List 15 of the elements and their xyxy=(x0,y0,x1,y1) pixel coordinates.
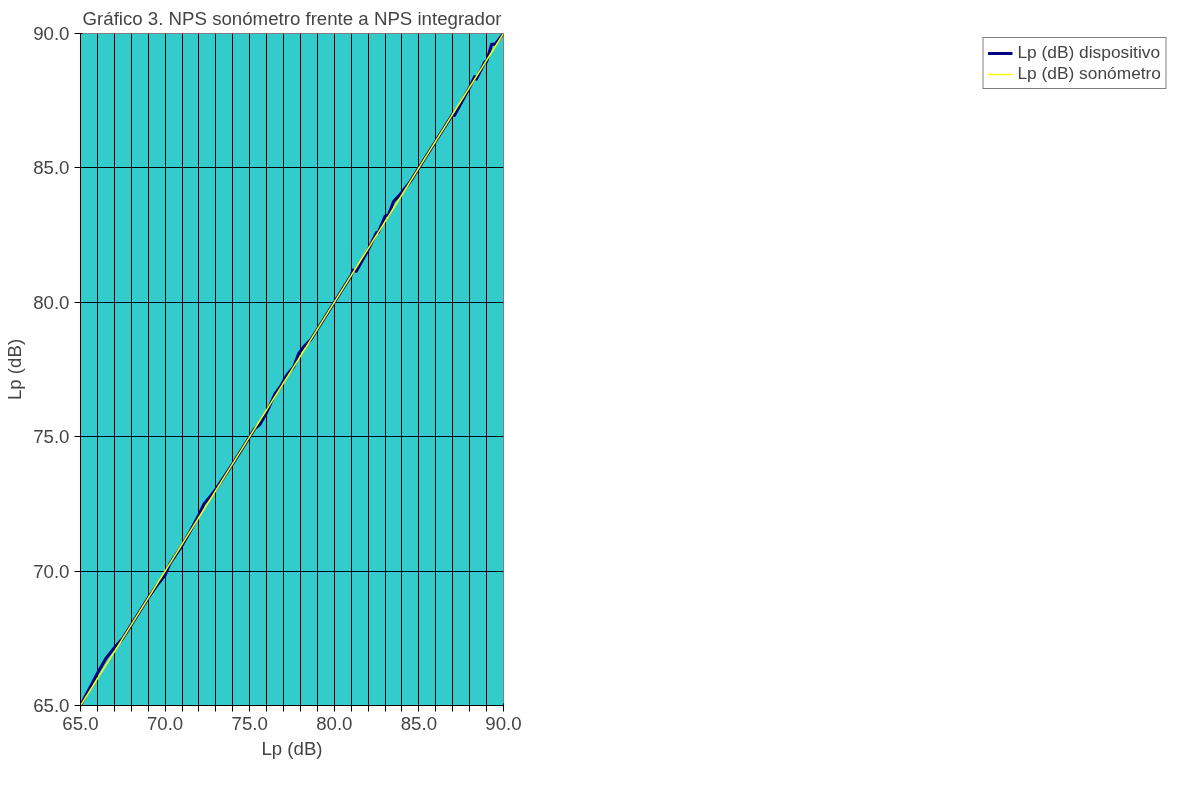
chart-title: Gráfico 3. NPS sonómetro frente a NPS integrador xyxy=(82,7,502,29)
x-tick-label: 75.0 xyxy=(231,712,268,734)
legend-label: Lp (dB) sonómetro xyxy=(1017,63,1161,84)
y-tick-label: 80.0 xyxy=(33,291,70,313)
x-tick-label: 70.0 xyxy=(146,712,184,734)
x-tick-label: 85.0 xyxy=(400,712,438,734)
x-tick-label: 90.0 xyxy=(485,712,522,734)
y-tick-label: 70.0 xyxy=(33,560,70,582)
y-tick-label: 85.0 xyxy=(33,157,70,179)
y-tick-label: 90.0 xyxy=(33,23,70,44)
x-tick-label: 80.0 xyxy=(316,712,353,734)
legend-label: Lp (dB) dispositivo xyxy=(1017,42,1161,63)
y-axis-title: Lp (dB) xyxy=(4,338,26,401)
x-axis-title: Lp (dB) xyxy=(261,737,323,759)
y-tick-label: 75.0 xyxy=(33,426,70,448)
